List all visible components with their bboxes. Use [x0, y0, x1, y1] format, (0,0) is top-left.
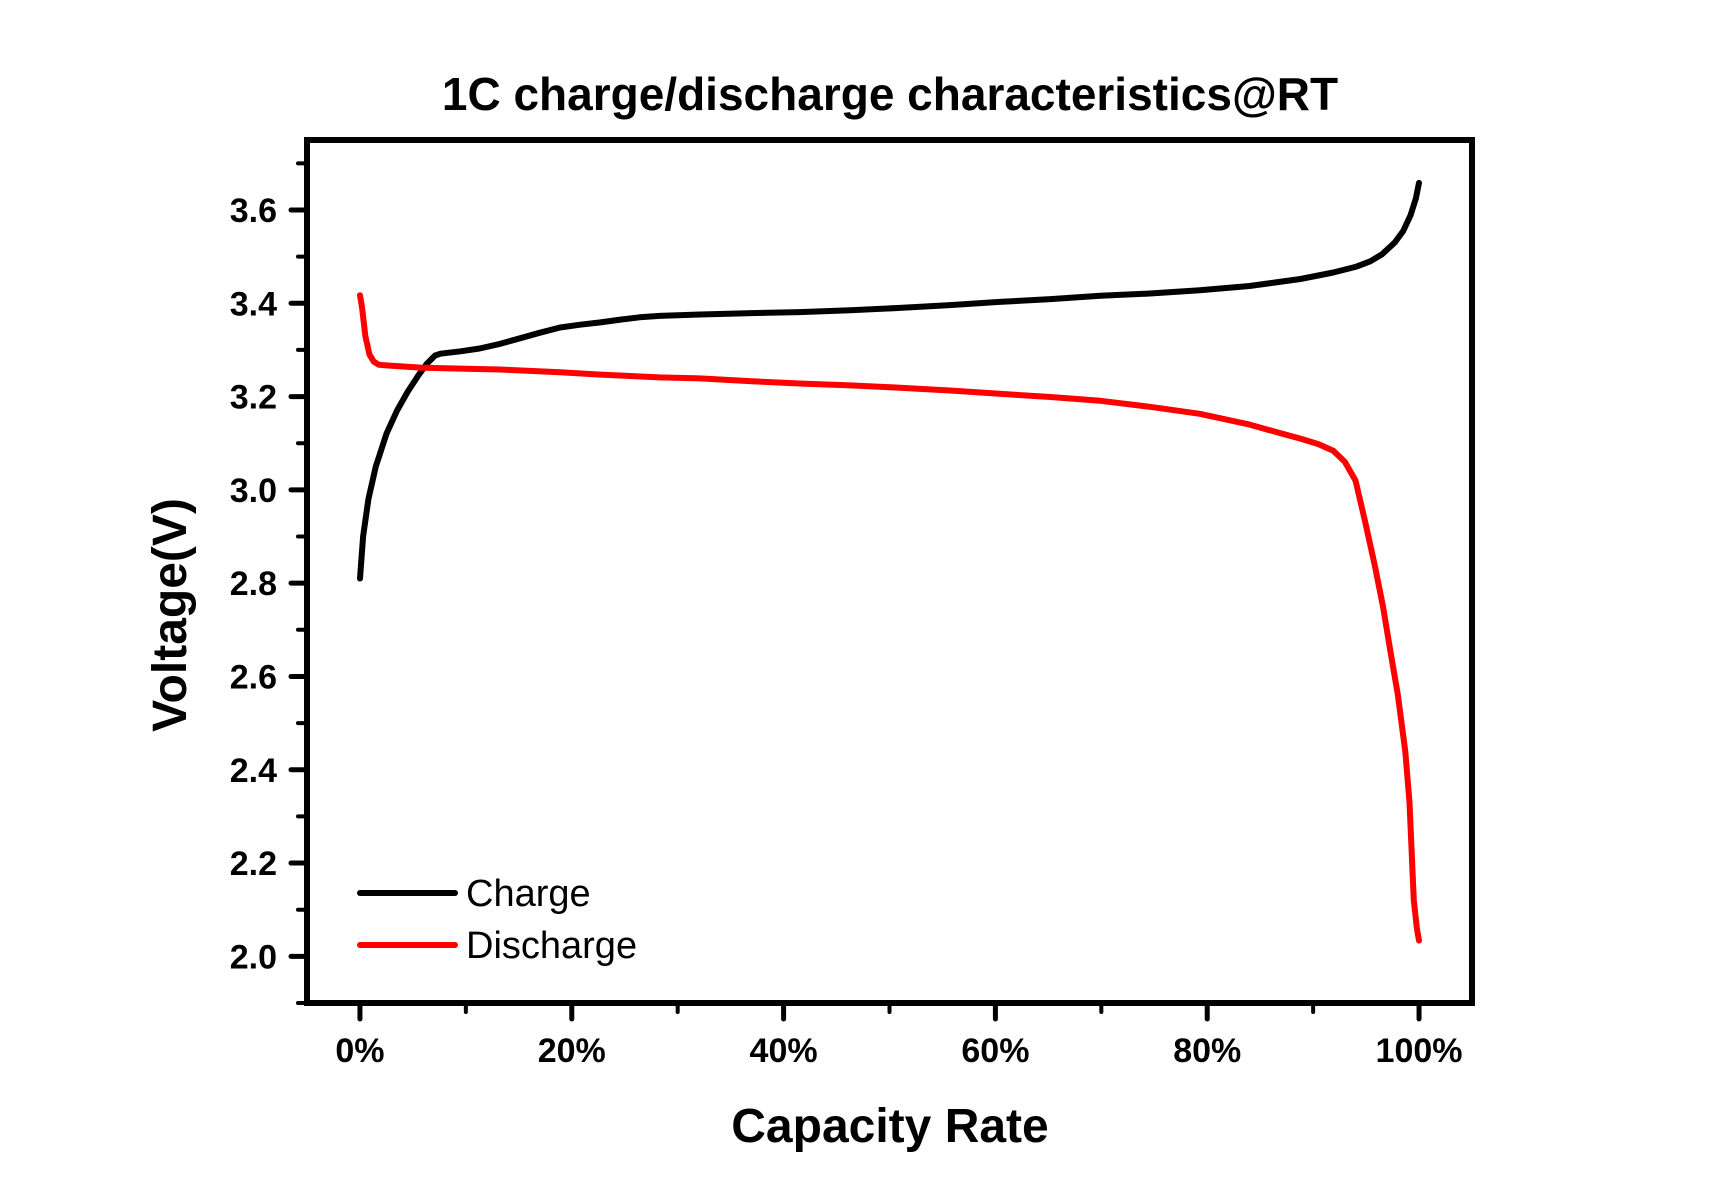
y-axis: 2.0 2.2 2.4 2.6 2.8 3.0 3.2 3.4 3.6 [230, 161, 310, 1005]
legend-item-charge: Charge [357, 873, 591, 915]
y-tick-label: 2.0 [230, 938, 277, 976]
legend-label-charge: Charge [466, 873, 591, 915]
y-tick-label: 3.0 [230, 472, 277, 510]
x-tick-label: 60% [961, 1032, 1029, 1070]
chart-title: 1C charge/discharge characteristics@RT [442, 68, 1338, 120]
x-tick-label: 80% [1173, 1032, 1241, 1070]
series-layer [357, 179, 1422, 944]
x-tick-label: 0% [335, 1032, 384, 1070]
x-tick-label: 20% [538, 1032, 606, 1070]
x-axis-label: Capacity Rate [731, 1100, 1048, 1153]
series-line-charge [357, 179, 1422, 582]
series-line-discharge [357, 292, 1422, 944]
x-tick-label: 100% [1376, 1032, 1463, 1070]
y-tick-label: 2.6 [230, 658, 277, 696]
legend-item-discharge: Discharge [357, 925, 637, 967]
y-axis-label: Voltage(V) [144, 498, 197, 732]
legend-label-discharge: Discharge [466, 925, 637, 967]
x-axis: 0% 20% 40% 60% 80% 100% [335, 1000, 1463, 1070]
y-tick-label: 3.2 [230, 379, 277, 417]
y-tick-label: 3.6 [230, 192, 277, 230]
y-tick-label: 3.4 [230, 285, 277, 323]
legend: Charge Discharge [357, 873, 637, 967]
plot-area [304, 137, 1475, 1006]
y-tick-label: 2.8 [230, 565, 277, 603]
y-tick-label: 2.4 [230, 752, 277, 790]
x-tick-label: 40% [750, 1032, 818, 1070]
y-tick-label: 2.2 [230, 845, 277, 883]
